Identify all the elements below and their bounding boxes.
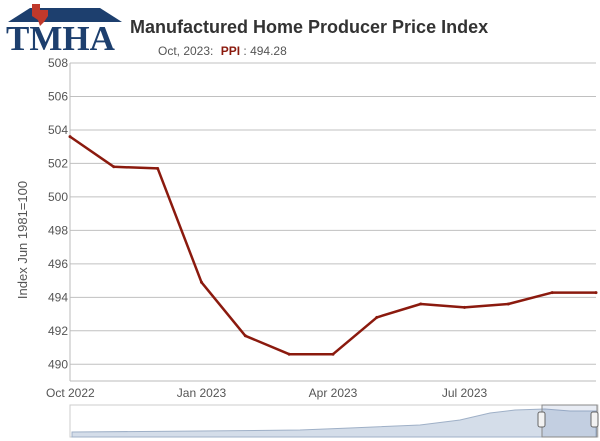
y-tick-label: 502 — [48, 156, 68, 170]
x-tick-label: Jul 2023 — [442, 386, 488, 400]
logo-text: TMHA — [6, 19, 116, 58]
tooltip-readout: Oct, 2023: PPI : 494.28 — [158, 44, 287, 58]
navigator-selected-range[interactable] — [541, 404, 598, 438]
tmha-logo: TMHA — [6, 4, 122, 58]
y-tick-label: 500 — [48, 190, 68, 204]
navigator[interactable] — [69, 404, 599, 438]
x-axis: Oct 2022 Jan 2023 Apr 2023 Jul 2023 — [46, 386, 488, 400]
tooltip-value: : 494.28 — [243, 44, 287, 58]
chart-title: Manufactured Home Producer Price Index — [130, 17, 488, 37]
tooltip-series: PPI — [221, 44, 240, 58]
navigator-area — [71, 408, 597, 438]
data-point[interactable] — [463, 305, 466, 309]
y-tick-label: 506 — [48, 89, 68, 103]
y-tick-label: 492 — [48, 324, 68, 338]
y-tick-label: 490 — [48, 357, 68, 371]
data-point[interactable] — [375, 315, 379, 319]
data-point[interactable] — [200, 280, 203, 284]
data-point[interactable] — [550, 291, 554, 295]
data-point[interactable] — [243, 334, 247, 338]
x-tick-label: Oct 2022 — [46, 386, 95, 400]
y-axis: 490 492 494 496 498 500 502 504 506 508 — [48, 56, 68, 371]
y-tick-label: 504 — [48, 123, 68, 137]
data-point[interactable] — [331, 352, 335, 356]
data-point[interactable] — [594, 291, 598, 295]
series-line — [69, 135, 596, 356]
y-tick-label: 494 — [48, 290, 68, 304]
data-point[interactable] — [419, 302, 423, 306]
data-point[interactable] — [68, 135, 72, 139]
tooltip-date: Oct, 2023: — [158, 44, 213, 58]
data-point[interactable] — [156, 166, 160, 170]
navigator-left-handle[interactable] — [537, 411, 546, 428]
y-tick-label: 498 — [48, 223, 68, 237]
y-tick-label: 496 — [48, 257, 68, 271]
texas-icon — [32, 4, 48, 26]
navigator-right-handle[interactable] — [590, 411, 599, 428]
data-point[interactable] — [506, 302, 510, 306]
grid — [69, 62, 596, 382]
y-axis-label: Index Jun 1981=100 — [15, 181, 30, 299]
x-tick-label: Apr 2023 — [309, 386, 358, 400]
data-point[interactable] — [287, 352, 291, 356]
y-tick-label: 508 — [48, 56, 68, 70]
x-tick-label: Jan 2023 — [177, 386, 227, 400]
data-point[interactable] — [112, 165, 116, 169]
series-ppi — [68, 135, 598, 356]
